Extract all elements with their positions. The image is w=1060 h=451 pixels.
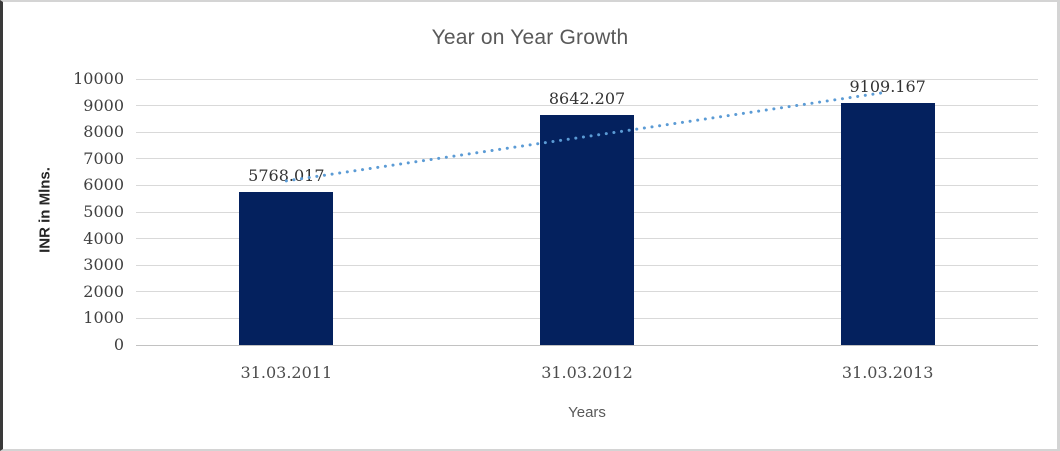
trendline[interactable] bbox=[136, 79, 1038, 345]
x-axis-line bbox=[136, 344, 1038, 346]
bar-data-label: 5768.017 bbox=[248, 165, 325, 185]
trendline-path[interactable] bbox=[284, 90, 890, 183]
gridline bbox=[136, 78, 1038, 80]
x-tick-label: 31.03.2013 bbox=[841, 363, 934, 382]
y-tick-label: 0 bbox=[113, 335, 124, 354]
y-tick-label: 6000 bbox=[83, 175, 124, 195]
y-tick-label: 9000 bbox=[83, 95, 124, 115]
chart[interactable]: Year on Year Growth INR in Mlns. 0 1000 20… bbox=[3, 2, 1057, 449]
chart-title: Year on Year Growth bbox=[431, 26, 629, 49]
y-tick-label: 5000 bbox=[83, 202, 124, 221]
y-tick-label: 3000 bbox=[83, 255, 124, 275]
y-tick-label: 2000 bbox=[83, 281, 124, 301]
x-tick-label: 31.03.2011 bbox=[240, 363, 333, 382]
bar-data-label: 9109.167 bbox=[849, 76, 926, 96]
y-tick-label: 10000 bbox=[73, 69, 124, 88]
y-tick-label: 8000 bbox=[83, 122, 124, 142]
y-tick-label: 7000 bbox=[83, 148, 124, 168]
bar-data-label: 8642.207 bbox=[548, 89, 626, 109]
y-tick-label: 4000 bbox=[83, 228, 124, 248]
gridline bbox=[136, 105, 1038, 107]
bar-31.03.2011[interactable] bbox=[239, 191, 334, 345]
y-tick-label: 1000 bbox=[83, 308, 124, 328]
plot-area: 5768.017 8642.207 9109.167 bbox=[136, 76, 1038, 346]
bar-31.03.2012[interactable] bbox=[540, 115, 634, 345]
x-tick-label: 31.03.2012 bbox=[541, 363, 633, 382]
x-axis-title: Years bbox=[568, 404, 606, 421]
bar-31.03.2013[interactable] bbox=[840, 102, 935, 345]
